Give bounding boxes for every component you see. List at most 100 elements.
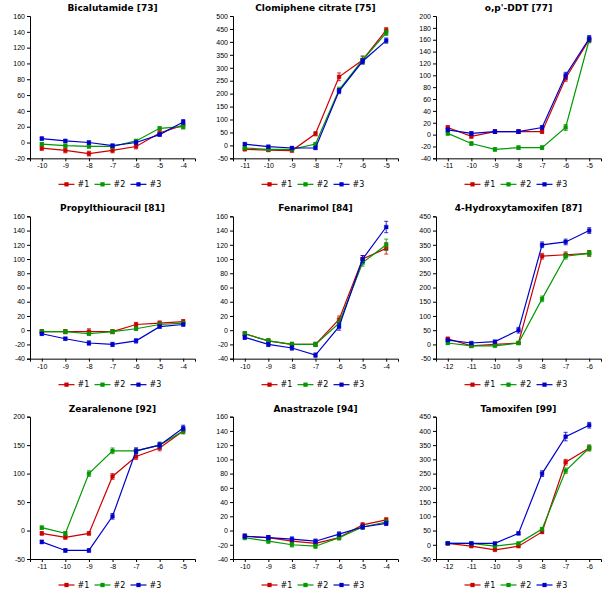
error-bar-cap (111, 479, 115, 480)
legend-marker (64, 583, 68, 587)
x-tick: -11 (37, 559, 47, 570)
error-bar (361, 59, 365, 64)
legend-label: #3 (556, 380, 568, 389)
y-tick-label: 100 (216, 116, 228, 123)
marker (266, 343, 270, 347)
legend-label: #2 (114, 180, 126, 189)
marker (290, 146, 294, 150)
y-axis: -50050100150200250300350400450500 (216, 13, 233, 162)
series (40, 124, 185, 148)
y-tick-mark (230, 94, 233, 95)
legend-item: #2 (95, 581, 126, 590)
marker (63, 139, 67, 143)
error-bar (63, 329, 67, 333)
y-tick-mark (27, 559, 30, 560)
marker (63, 532, 67, 536)
error-bar (587, 37, 591, 43)
marker (63, 330, 67, 334)
marker (290, 346, 294, 350)
y-tick-mark (433, 28, 436, 29)
y-tick-label: 100 (419, 313, 431, 320)
marker (266, 536, 270, 540)
y-tick-label: 0 (224, 527, 228, 534)
series (243, 38, 388, 150)
error-bar (314, 342, 318, 346)
x-tick-mark (245, 158, 246, 161)
legend-label: #1 (281, 180, 293, 189)
y-tick: 100 (216, 116, 233, 123)
y-tick-label: 80 (220, 470, 228, 477)
x-tick-label: -10 (490, 563, 500, 570)
marker (243, 534, 247, 538)
error-bar (111, 448, 115, 454)
y-tick: 250 (419, 270, 436, 277)
y-tick-mark (230, 42, 233, 43)
error-bar-cap (587, 42, 591, 43)
y-tick-mark (433, 40, 436, 41)
marker (540, 130, 544, 134)
y-tick: -40 (421, 155, 436, 162)
marker (446, 132, 450, 136)
marker (587, 251, 591, 255)
marker (337, 89, 341, 93)
y-axis-line (433, 17, 437, 159)
error-bar-cap (564, 124, 568, 125)
x-tick-label: -6 (360, 162, 366, 169)
error-bar (290, 537, 294, 541)
x-tick-mark (65, 559, 66, 562)
y-tick-label: -50 (421, 355, 431, 362)
x-tick: -9 (289, 158, 295, 169)
x-tick-mark (160, 158, 161, 161)
marker (384, 243, 388, 247)
x-tick-mark (448, 559, 449, 562)
y-tick-mark (27, 216, 30, 217)
legend-marker (339, 182, 343, 186)
x-tick-label: -7 (313, 363, 319, 370)
marker (446, 128, 450, 132)
y-axis: -40-20020406080100120140160 (13, 213, 30, 362)
error-bar (40, 540, 44, 543)
error-bar-cap (361, 63, 365, 64)
error-bar (540, 253, 544, 259)
y-tick-label: 200 (419, 13, 431, 20)
x-tick: -6 (133, 158, 139, 169)
marker (243, 335, 247, 339)
y-tick-mark (433, 135, 436, 136)
legend: #1#2#3 (59, 380, 162, 389)
error-bar-cap (587, 450, 591, 451)
y-tick-mark (433, 16, 436, 17)
marker (158, 443, 162, 447)
y-tick: 60 (220, 284, 233, 291)
x-tick-mark (113, 158, 114, 161)
error-bar-cap (384, 250, 388, 251)
marker (111, 475, 115, 479)
y-tick: 160 (216, 413, 233, 420)
error-bar (243, 143, 247, 146)
error-bar (111, 329, 115, 333)
y-tick: 80 (17, 76, 30, 83)
x-tick: -11 (443, 158, 453, 169)
x-tick-mark (589, 559, 590, 562)
marker (587, 251, 591, 255)
marker (384, 522, 388, 526)
error-bar (63, 139, 67, 142)
error-bar (243, 335, 247, 339)
marker (314, 343, 318, 347)
marker (40, 540, 44, 544)
y-tick-mark (433, 123, 436, 124)
y-tick: 50 (220, 129, 233, 136)
error-bar (564, 72, 568, 78)
error-bar (337, 532, 341, 536)
y-tick-label: 40 (17, 298, 25, 305)
x-tick: -5 (157, 158, 163, 169)
error-bar (469, 142, 473, 146)
y-tick: 150 (419, 298, 436, 305)
x-tick-mark (183, 559, 184, 562)
x-tick-mark (495, 559, 496, 562)
error-bar (564, 468, 568, 474)
series (40, 425, 185, 552)
legend-label: #1 (281, 581, 293, 590)
y-tick-label: 400 (216, 39, 228, 46)
error-bar (493, 130, 497, 134)
marker (87, 532, 91, 536)
